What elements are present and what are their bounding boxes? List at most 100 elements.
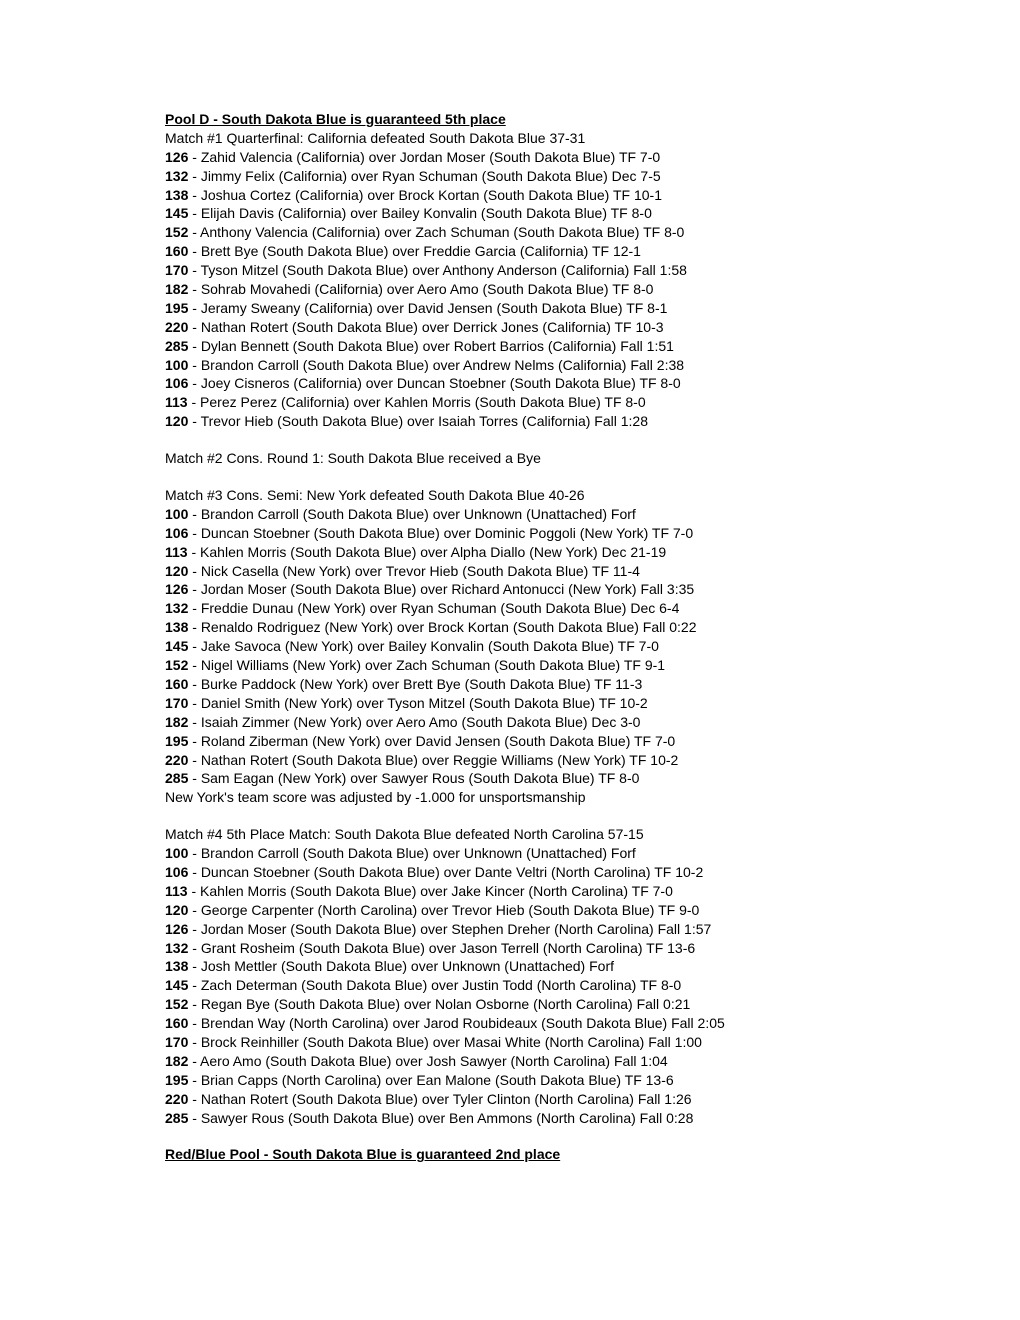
bout-result: Freddie Dunau (New York) over Ryan Schum… [201, 600, 680, 616]
bout-line: 220 - Nathan Rotert (South Dakota Blue) … [165, 751, 855, 770]
weight-class: 126 [165, 921, 188, 937]
bout-line: 182 - Isaiah Zimmer (New York) over Aero… [165, 713, 855, 732]
bout-result: Josh Mettler (South Dakota Blue) over Un… [201, 958, 614, 974]
document-page: Pool D - South Dakota Blue is guaranteed… [0, 0, 1020, 1224]
bout-result: Zach Determan (South Dakota Blue) over J… [201, 977, 681, 993]
bout-result: Jordan Moser (South Dakota Blue) over Ri… [201, 581, 694, 597]
weight-class: 220 [165, 319, 188, 335]
bout-line: 195 - Roland Ziberman (New York) over Da… [165, 732, 855, 751]
bout-result: Brandon Carroll (South Dakota Blue) over… [201, 845, 636, 861]
weight-class: 170 [165, 1034, 188, 1050]
weight-class: 285 [165, 1110, 188, 1126]
bout-line: 120 - George Carpenter (North Carolina) … [165, 901, 855, 920]
bout-result: Kahlen Morris (South Dakota Blue) over A… [200, 544, 666, 560]
bout-result: Perez Perez (California) over Kahlen Mor… [200, 394, 646, 410]
bout-line: 170 - Daniel Smith (New York) over Tyson… [165, 694, 855, 713]
bout-line: 126 - Jordan Moser (South Dakota Blue) o… [165, 920, 855, 939]
weight-class: 182 [165, 1053, 188, 1069]
weight-class: 145 [165, 205, 188, 221]
bout-result: Jordan Moser (South Dakota Blue) over St… [201, 921, 711, 937]
weight-class: 132 [165, 940, 188, 956]
section-header: Red/Blue Pool - South Dakota Blue is gua… [165, 1145, 855, 1164]
bout-result: Nathan Rotert (South Dakota Blue) over D… [201, 319, 664, 335]
bout-line: 138 - Josh Mettler (South Dakota Blue) o… [165, 957, 855, 976]
weight-class: 132 [165, 168, 188, 184]
weight-class: 113 [165, 883, 188, 899]
bout-line: 170 - Tyson Mitzel (South Dakota Blue) o… [165, 261, 855, 280]
bout-result: Nathan Rotert (South Dakota Blue) over R… [201, 752, 679, 768]
weight-class: 138 [165, 187, 188, 203]
bout-line: 285 - Dylan Bennett (South Dakota Blue) … [165, 337, 855, 356]
weight-class: 152 [165, 996, 188, 1012]
bout-result: Kahlen Morris (South Dakota Blue) over J… [200, 883, 673, 899]
match-title: Match #2 Cons. Round 1: South Dakota Blu… [165, 449, 855, 468]
bout-line: 100 - Brandon Carroll (South Dakota Blue… [165, 505, 855, 524]
bout-line: 152 - Nigel Williams (New York) over Zac… [165, 656, 855, 675]
bout-result: Sawyer Rous (South Dakota Blue) over Ben… [201, 1110, 694, 1126]
bout-line: 126 - Zahid Valencia (California) over J… [165, 148, 855, 167]
bout-result: Jake Savoca (New York) over Bailey Konva… [201, 638, 659, 654]
weight-class: 285 [165, 770, 188, 786]
weight-class: 152 [165, 657, 188, 673]
weight-class: 160 [165, 676, 188, 692]
bout-result: George Carpenter (North Carolina) over T… [201, 902, 700, 918]
bout-result: Brian Capps (North Carolina) over Ean Ma… [201, 1072, 674, 1088]
bout-result: Anthony Valencia (California) over Zach … [200, 224, 684, 240]
bout-result: Trevor Hieb (South Dakota Blue) over Isa… [201, 413, 648, 429]
bout-line: 100 - Brandon Carroll (South Dakota Blue… [165, 356, 855, 375]
bout-result: Brendan Way (North Carolina) over Jarod … [201, 1015, 725, 1031]
weight-class: 106 [165, 375, 188, 391]
bout-result: Jeramy Sweany (California) over David Je… [201, 300, 668, 316]
bout-result: Duncan Stoebner (South Dakota Blue) over… [201, 525, 693, 541]
match-note: New York's team score was adjusted by -1… [165, 788, 855, 807]
bout-line: 160 - Brendan Way (North Carolina) over … [165, 1014, 855, 1033]
bout-result: Sam Eagan (New York) over Sawyer Rous (S… [201, 770, 640, 786]
weight-class: 182 [165, 714, 188, 730]
bout-line: 132 - Jimmy Felix (California) over Ryan… [165, 167, 855, 186]
bout-result: Aero Amo (South Dakota Blue) over Josh S… [200, 1053, 668, 1069]
bout-line: 182 - Aero Amo (South Dakota Blue) over … [165, 1052, 855, 1071]
weight-class: 285 [165, 338, 188, 354]
weight-class: 170 [165, 695, 188, 711]
bout-line: 285 - Sawyer Rous (South Dakota Blue) ov… [165, 1109, 855, 1128]
bout-result: Elijah Davis (California) over Bailey Ko… [201, 205, 652, 221]
bout-result: Brandon Carroll (South Dakota Blue) over… [201, 506, 636, 522]
weight-class: 120 [165, 413, 188, 429]
bout-line: 106 - Joey Cisneros (California) over Du… [165, 374, 855, 393]
bout-result: Burke Paddock (New York) over Brett Bye … [201, 676, 642, 692]
bout-line: 145 - Elijah Davis (California) over Bai… [165, 204, 855, 223]
weight-class: 138 [165, 958, 188, 974]
bout-result: Grant Rosheim (South Dakota Blue) over J… [201, 940, 695, 956]
match-title: Match #4 5th Place Match: South Dakota B… [165, 825, 855, 844]
bout-line: 195 - Brian Capps (North Carolina) over … [165, 1071, 855, 1090]
match-title: Match #3 Cons. Semi: New York defeated S… [165, 486, 855, 505]
bout-result: Duncan Stoebner (South Dakota Blue) over… [201, 864, 703, 880]
bout-result: Brock Reinhiller (South Dakota Blue) ove… [201, 1034, 702, 1050]
bout-result: Dylan Bennett (South Dakota Blue) over R… [201, 338, 674, 354]
weight-class: 145 [165, 977, 188, 993]
bout-line: 152 - Regan Bye (South Dakota Blue) over… [165, 995, 855, 1014]
bout-result: Regan Bye (South Dakota Blue) over Nolan… [201, 996, 690, 1012]
weight-class: 160 [165, 243, 188, 259]
bout-line: 132 - Grant Rosheim (South Dakota Blue) … [165, 939, 855, 958]
weight-class: 100 [165, 845, 188, 861]
bout-result: Renaldo Rodriguez (New York) over Brock … [201, 619, 697, 635]
weight-class: 106 [165, 525, 188, 541]
bout-result: Tyson Mitzel (South Dakota Blue) over An… [201, 262, 687, 278]
weight-class: 138 [165, 619, 188, 635]
bout-line: 160 - Brett Bye (South Dakota Blue) over… [165, 242, 855, 261]
weight-class: 100 [165, 506, 188, 522]
bout-result: Zahid Valencia (California) over Jordan … [201, 149, 660, 165]
weight-class: 113 [165, 544, 188, 560]
weight-class: 120 [165, 563, 188, 579]
bout-result: Daniel Smith (New York) over Tyson Mitze… [201, 695, 648, 711]
bout-line: 285 - Sam Eagan (New York) over Sawyer R… [165, 769, 855, 788]
weight-class: 195 [165, 1072, 188, 1088]
weight-class: 195 [165, 300, 188, 316]
bout-result: Brett Bye (South Dakota Blue) over Fredd… [201, 243, 641, 259]
bout-result: Roland Ziberman (New York) over David Je… [201, 733, 675, 749]
weight-class: 170 [165, 262, 188, 278]
bout-line: 220 - Nathan Rotert (South Dakota Blue) … [165, 318, 855, 337]
section-header: Pool D - South Dakota Blue is guaranteed… [165, 110, 855, 129]
bout-line: 120 - Trevor Hieb (South Dakota Blue) ov… [165, 412, 855, 431]
